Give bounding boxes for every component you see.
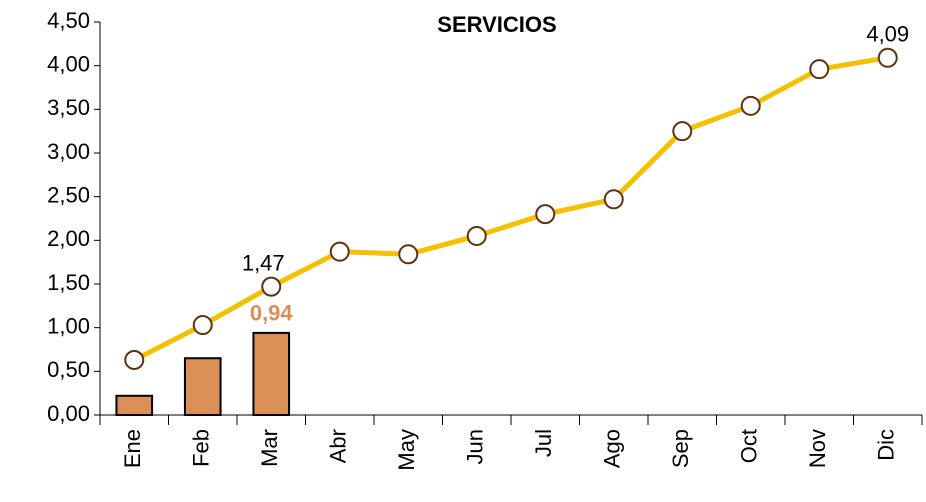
x-tick-label: Nov (805, 429, 830, 468)
x-tick-label: Mar (257, 429, 282, 467)
x-tick-label: Feb (189, 429, 214, 467)
x-tick-label: Jun (463, 429, 488, 464)
line-marker (603, 189, 624, 210)
y-tick-label: 2,00 (47, 226, 90, 251)
line-marker (466, 225, 487, 246)
bar-value-label: 0,94 (250, 301, 294, 326)
bar (115, 394, 154, 416)
line-marker (877, 47, 898, 68)
line-marker (398, 244, 419, 265)
y-tick-label: 0,50 (47, 357, 90, 382)
line-value-label: 1,47 (242, 250, 285, 275)
y-tick-label: 1,00 (47, 313, 90, 338)
line-marker (192, 315, 213, 336)
x-tick-label: Dic (874, 429, 899, 461)
y-tick-label: 3,50 (47, 95, 90, 120)
chart-title: SERVICIOS (437, 12, 556, 37)
line-marker (329, 241, 350, 262)
bar (252, 331, 291, 417)
line-marker (261, 276, 282, 297)
y-tick-label: 3,00 (47, 139, 90, 164)
y-tick-label: 4,00 (47, 51, 90, 76)
x-tick-label: Jul (531, 429, 556, 457)
x-tick-label: Ago (600, 429, 625, 468)
line-marker (124, 349, 145, 370)
line-marker (535, 204, 556, 225)
line-marker (672, 121, 693, 142)
x-tick-label: Oct (737, 429, 762, 463)
line-marker (809, 59, 830, 80)
x-tick-label: Sep (668, 429, 693, 468)
y-tick-label: 0,00 (47, 401, 90, 426)
y-tick-label: 4,50 (47, 8, 90, 33)
x-tick-label: Ene (120, 429, 145, 468)
bar (183, 357, 222, 417)
y-tick-label: 2,50 (47, 182, 90, 207)
y-tick-label: 1,50 (47, 270, 90, 295)
line (133, 55, 889, 363)
x-tick-label: May (394, 429, 419, 471)
line-marker (740, 95, 761, 116)
x-tick-label: Abr (326, 429, 351, 463)
line-value-label: 4,09 (866, 22, 909, 47)
